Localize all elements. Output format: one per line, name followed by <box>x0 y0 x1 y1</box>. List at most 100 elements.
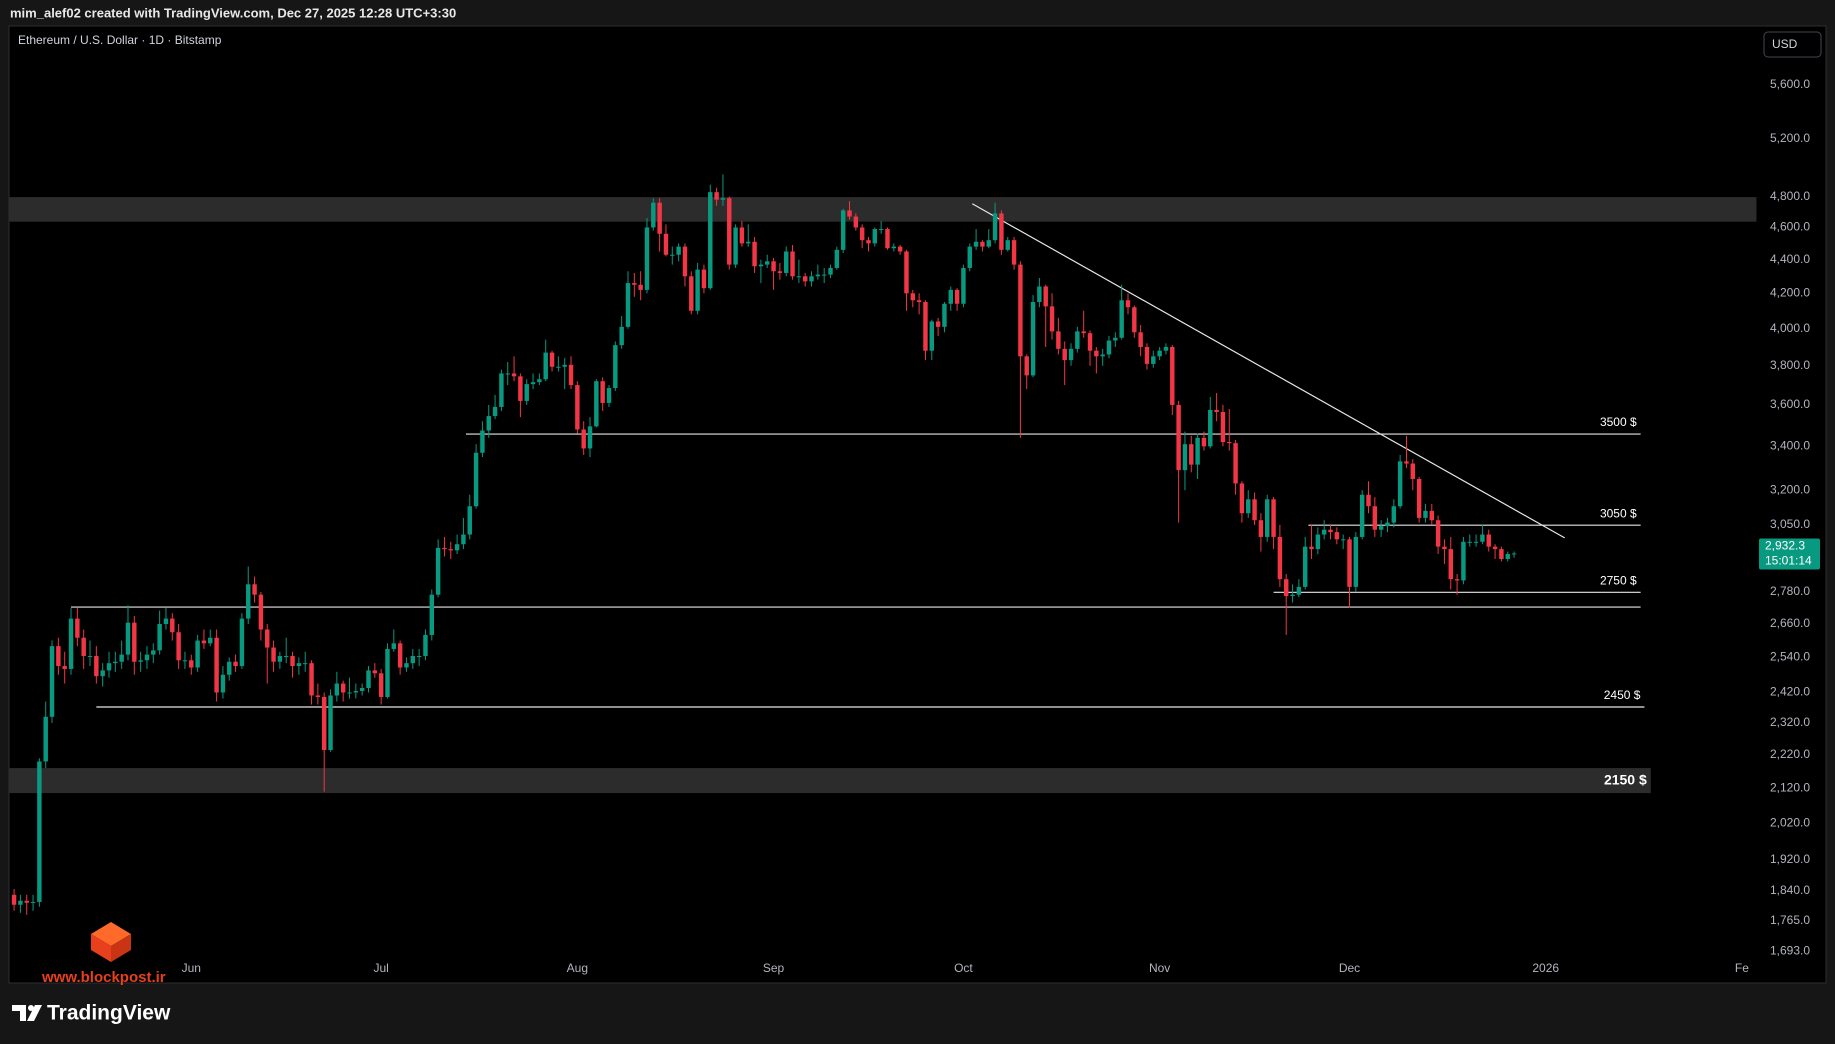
y-tick-label: 3,200.0 <box>1770 482 1810 496</box>
candle-body <box>75 618 80 638</box>
candle-body <box>765 261 770 265</box>
candle-body <box>802 276 808 282</box>
candle-body <box>239 618 245 667</box>
candle-body <box>1024 356 1029 376</box>
candle-body <box>1220 412 1226 443</box>
candle-body <box>1132 307 1137 333</box>
candle-body <box>796 276 802 278</box>
candle-body <box>81 637 86 657</box>
candle-body <box>1321 529 1327 535</box>
candle-body <box>1499 549 1504 559</box>
candle-body <box>195 640 200 668</box>
candle-body <box>157 624 162 651</box>
candle-body <box>68 618 74 669</box>
y-tick-label: 1,920.0 <box>1770 852 1810 866</box>
candle-body <box>1448 549 1453 580</box>
candle-body <box>1081 331 1086 334</box>
candle-body <box>1258 520 1264 537</box>
candle-body <box>227 661 232 675</box>
y-tick-label: 2,540.0 <box>1770 650 1810 664</box>
candle-body <box>265 629 270 648</box>
watermark: www.blockpost.ir <box>41 969 166 986</box>
candle-body <box>1056 331 1061 349</box>
currency-button[interactable] <box>1763 31 1822 58</box>
candle-body <box>119 654 124 662</box>
x-tick-label: 2026 <box>1532 961 1559 975</box>
candle-body <box>397 643 403 668</box>
candle-body <box>752 241 757 267</box>
candle-body <box>480 430 485 453</box>
candle-body <box>271 647 276 662</box>
y-tick-label: 1,840.0 <box>1770 883 1810 897</box>
zone <box>9 197 1757 222</box>
candle-body <box>549 352 555 367</box>
candle-body <box>340 683 346 693</box>
candle-body <box>353 690 359 693</box>
candle-body <box>1113 337 1118 341</box>
y-tick-label: 3,800.0 <box>1770 358 1810 372</box>
candle-body <box>290 656 295 667</box>
candle-body <box>366 670 371 689</box>
candle-body <box>100 670 105 677</box>
candle-body <box>885 229 890 249</box>
candle-body <box>1435 520 1441 547</box>
candle-body <box>246 584 251 619</box>
candle-body <box>1315 534 1321 550</box>
candle-body <box>1410 463 1416 479</box>
candle-body <box>568 364 574 386</box>
candle-body <box>543 352 548 380</box>
zone-label: 2150 $ <box>1604 771 1647 787</box>
candle-body <box>220 674 226 693</box>
candle-body <box>1290 594 1295 596</box>
currency-label: USD <box>1772 37 1798 51</box>
candle-body <box>600 381 605 403</box>
candle-body <box>499 373 504 407</box>
candle-body <box>847 210 852 217</box>
y-tick-label: 4,400.0 <box>1770 252 1810 266</box>
candle-body <box>999 213 1004 250</box>
candle-body <box>1233 443 1238 484</box>
candle-body <box>1378 526 1384 530</box>
candle-body <box>1505 554 1510 559</box>
candle-body <box>1189 444 1194 465</box>
candle-body <box>986 240 991 247</box>
y-tick-label: 1,765.0 <box>1770 913 1810 927</box>
candle-body <box>954 289 960 304</box>
level-label: 3050 $ <box>1600 506 1637 520</box>
candle-body <box>62 666 67 669</box>
candle-body <box>1163 346 1169 351</box>
candle-body <box>606 388 612 403</box>
blockpost-logo <box>91 922 131 962</box>
candle-body <box>423 634 428 657</box>
candle-body <box>632 283 637 285</box>
y-tick-label: 3,050.0 <box>1770 517 1810 531</box>
candle-body <box>461 534 466 545</box>
candle-body <box>1151 356 1156 364</box>
y-tick-label: 2,120.0 <box>1770 780 1810 794</box>
candle-body <box>733 227 738 265</box>
candle-body <box>556 366 561 368</box>
candle-body <box>935 321 941 327</box>
candle-body <box>277 656 283 662</box>
candle-body <box>657 202 662 234</box>
candle-body <box>676 246 681 255</box>
candle-body <box>625 283 631 327</box>
candle-body <box>967 246 972 268</box>
candle-body <box>973 241 979 247</box>
candle-body <box>56 646 61 667</box>
candle-body <box>878 229 884 231</box>
candle-body <box>467 506 472 535</box>
candle-body <box>454 544 460 551</box>
candle-body <box>1239 483 1245 514</box>
candle-body <box>1486 534 1491 547</box>
y-tick-label: 2,420.0 <box>1770 685 1810 699</box>
candle-body <box>942 303 947 327</box>
x-tick-label: Sep <box>763 961 785 975</box>
candle-body <box>518 376 523 401</box>
y-tick-label: 2,320.0 <box>1770 715 1810 729</box>
candle-body <box>1018 264 1023 357</box>
y-tick-label: 2,020.0 <box>1770 815 1810 829</box>
candle-body <box>638 284 643 290</box>
candle-body <box>448 549 453 551</box>
candle-body <box>1461 541 1466 581</box>
